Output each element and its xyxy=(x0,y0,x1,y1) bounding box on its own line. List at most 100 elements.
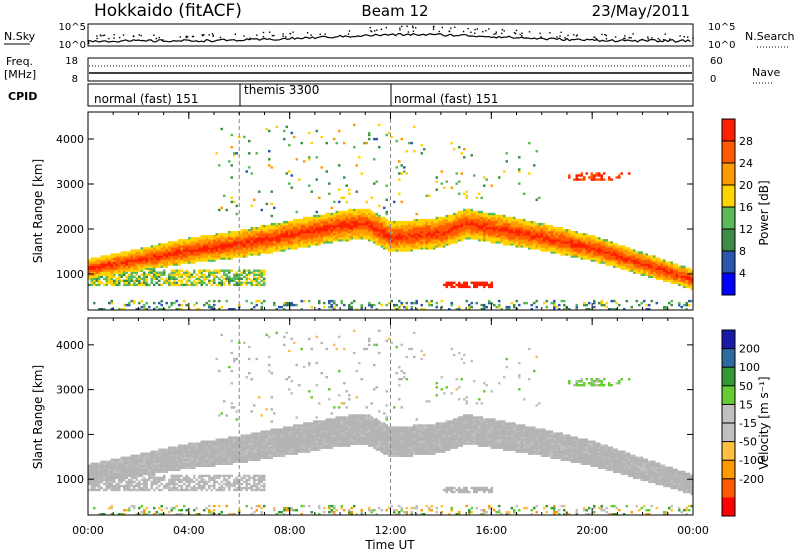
power-cell xyxy=(378,123,381,127)
power-cell xyxy=(675,271,678,274)
power-cell xyxy=(663,259,666,262)
power-cell xyxy=(253,283,256,287)
power-cell xyxy=(218,235,221,238)
power-cell xyxy=(438,216,441,220)
power-cell xyxy=(640,269,643,272)
velocity-cell xyxy=(155,454,158,457)
power-cell xyxy=(578,251,581,254)
power-cell xyxy=(643,261,646,264)
power-cell xyxy=(288,143,291,147)
power-cell xyxy=(125,265,128,268)
power-cell xyxy=(440,243,443,246)
velocity-cell xyxy=(105,460,108,463)
power-cell xyxy=(478,216,481,220)
power-cell xyxy=(205,301,208,305)
velocity-cell xyxy=(163,450,166,453)
power-cell xyxy=(205,283,208,287)
power-cell xyxy=(195,241,198,244)
power-cell xyxy=(285,233,288,236)
power-cell xyxy=(428,227,431,230)
power-cell xyxy=(390,227,393,230)
power-cell xyxy=(595,174,598,177)
velocity-cell xyxy=(98,488,101,492)
power-cell xyxy=(363,235,366,238)
power-cell xyxy=(93,273,96,276)
power-cell xyxy=(475,281,478,284)
power-cell xyxy=(680,271,683,274)
power-cell xyxy=(185,245,188,248)
velocity-cell xyxy=(103,478,106,482)
power-cell xyxy=(615,257,618,260)
power-cell xyxy=(380,233,383,236)
power-cell xyxy=(610,178,613,181)
power-cell xyxy=(545,241,548,244)
power-cell xyxy=(393,305,396,309)
power-cell xyxy=(355,218,358,222)
power-cell xyxy=(645,257,648,260)
power-cell xyxy=(508,224,511,228)
power-cell xyxy=(118,257,121,260)
power-cell xyxy=(398,231,401,234)
power-cell xyxy=(370,222,373,226)
power-cell xyxy=(303,229,306,232)
power-cell xyxy=(613,257,616,260)
power-cell xyxy=(310,233,313,236)
power-cell xyxy=(240,241,243,244)
power-cell xyxy=(353,214,356,218)
nsearch-dot xyxy=(211,33,214,35)
velocity-cell xyxy=(170,446,173,449)
power-cell xyxy=(168,277,171,280)
power-cell xyxy=(308,229,311,232)
velocity-cell xyxy=(180,466,183,469)
cpid-mode-1: normal (fast) 151 xyxy=(94,92,198,106)
power-cell xyxy=(268,243,271,246)
velocity-cell xyxy=(123,476,126,480)
power-cell xyxy=(200,259,203,262)
power-cell xyxy=(153,245,156,248)
velocity-cell xyxy=(165,482,168,486)
power-cell xyxy=(655,263,658,266)
velocity-cell xyxy=(103,464,106,467)
power-cell xyxy=(465,194,468,197)
power-cell xyxy=(443,231,446,234)
power-cell xyxy=(415,220,418,224)
power-cell xyxy=(393,245,396,248)
power-cell xyxy=(358,224,361,228)
velocity-cell xyxy=(153,468,156,472)
power-cell xyxy=(243,275,246,278)
power-cell xyxy=(340,227,343,230)
power-cell xyxy=(690,281,693,284)
power-cell xyxy=(268,239,271,242)
power-cell xyxy=(138,255,141,258)
velocity-cell xyxy=(123,464,126,467)
power-cell xyxy=(688,285,691,289)
power-cell xyxy=(583,251,586,254)
power-cell xyxy=(193,251,196,254)
power-cell xyxy=(250,279,253,282)
power-cell xyxy=(453,212,456,216)
velocity-cell xyxy=(160,468,163,472)
nsearch-dot xyxy=(454,26,456,28)
velocity-cell xyxy=(173,488,176,492)
power-cell xyxy=(583,255,586,258)
power-cell xyxy=(318,237,321,240)
power-cell xyxy=(295,247,298,250)
power-cell xyxy=(328,301,331,305)
power-cell xyxy=(115,261,118,264)
power-cell xyxy=(133,249,136,252)
power-cell xyxy=(98,265,101,268)
power-cell xyxy=(113,281,116,284)
power-cell xyxy=(310,235,313,238)
power-cell xyxy=(193,247,196,250)
power-cell xyxy=(253,305,256,309)
velocity-cell xyxy=(130,478,133,482)
power-cell xyxy=(663,269,666,272)
power-cell xyxy=(338,231,341,234)
velocity-cell xyxy=(180,446,183,449)
power-cell xyxy=(300,237,303,240)
power-cell xyxy=(305,231,308,234)
nsearch-dot xyxy=(324,33,326,35)
power-cell xyxy=(398,235,401,238)
power-cell xyxy=(533,237,536,240)
